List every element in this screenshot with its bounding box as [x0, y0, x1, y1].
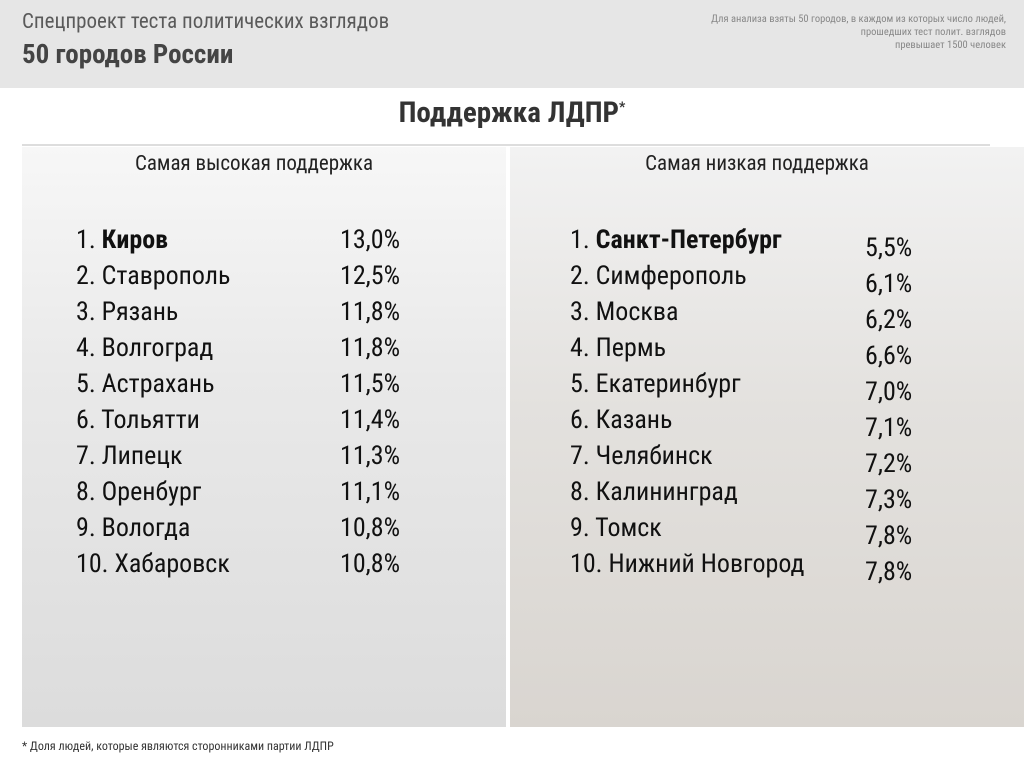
- rank: 10.: [76, 549, 109, 579]
- row-label: 7. Липецк: [76, 441, 182, 471]
- row-label: 2. Ставрополь: [76, 261, 230, 291]
- row-value: 11,5%: [340, 369, 401, 399]
- city: Волгоград: [101, 333, 214, 363]
- rank: 8.: [570, 477, 590, 507]
- city: Тольятти: [101, 405, 200, 435]
- header-subtitle: 50 городов России: [22, 38, 234, 70]
- rank: 4.: [570, 333, 590, 363]
- row-value: 7,8%: [865, 557, 913, 587]
- row-value: 5,5%: [865, 233, 913, 263]
- rank: 5.: [570, 369, 590, 399]
- city: Москва: [595, 297, 679, 327]
- rank: 8.: [76, 477, 96, 507]
- city: Хабаровск: [114, 549, 230, 579]
- row-value: 6,6%: [865, 341, 913, 371]
- rank: 4.: [76, 333, 96, 363]
- row-label: 2. Симферополь: [570, 261, 747, 291]
- column-heading: Самая низкая поддержка: [645, 152, 869, 176]
- column-heading: Самая высокая поддержка: [134, 152, 374, 176]
- row-value: 7,8%: [865, 521, 913, 551]
- city: Астрахань: [101, 369, 215, 399]
- row-value: 6,2%: [865, 305, 913, 335]
- rank: 7.: [570, 441, 590, 471]
- city: Казань: [595, 405, 673, 435]
- row-value: 7,3%: [865, 485, 913, 515]
- rank: 2.: [76, 261, 96, 291]
- row-label: 1. Киров: [76, 225, 168, 255]
- rank: 9.: [76, 513, 96, 543]
- city: Екатеринбург: [595, 369, 741, 399]
- row-value: 11,8%: [340, 333, 401, 363]
- panel-left: [22, 147, 506, 727]
- divider: [22, 144, 990, 146]
- city: Киров: [101, 225, 169, 255]
- row-label: 8. Калининград: [570, 477, 738, 507]
- city: Челябинск: [595, 441, 713, 471]
- city: Рязань: [101, 297, 179, 327]
- rank: 9.: [570, 513, 590, 543]
- row-label: 10. Хабаровск: [76, 549, 230, 579]
- row-value: 12,5%: [340, 261, 401, 291]
- row-label: 1. Санкт-Петербург: [570, 225, 782, 255]
- header-title: Спецпроект теста политических взглядов: [22, 10, 390, 34]
- city: Оренбург: [101, 477, 202, 507]
- row-value: 10,8%: [340, 549, 401, 579]
- rank: 2.: [570, 261, 590, 291]
- row-label: 4. Волгоград: [76, 333, 213, 363]
- row-label: 5. Екатеринбург: [570, 369, 741, 399]
- main-title: Поддержка ЛДПР*: [0, 96, 1024, 130]
- row-value: 11,1%: [340, 477, 401, 507]
- row-value: 7,1%: [865, 413, 913, 443]
- city: Симферополь: [595, 261, 747, 291]
- row-label: 3. Москва: [570, 297, 678, 327]
- rank: 1.: [570, 225, 590, 255]
- city: Вологда: [101, 513, 191, 543]
- city: Томск: [595, 513, 662, 543]
- header-band: [0, 0, 1024, 88]
- city: Пермь: [595, 333, 667, 363]
- row-label: 4. Пермь: [570, 333, 666, 363]
- header-note: Для анализа взяты 50 городов, в каждом и…: [711, 12, 1006, 51]
- note-line: превышает 1500 человек: [894, 38, 1006, 51]
- row-label: 6. Тольятти: [76, 405, 200, 435]
- footnote: * Доля людей, которые являются сторонник…: [22, 739, 334, 753]
- row-label: 8. Оренбург: [76, 477, 201, 507]
- panel-right: [510, 147, 1024, 727]
- row-label: 9. Вологда: [76, 513, 190, 543]
- city: Санкт-Петербург: [595, 225, 782, 255]
- city: Нижний Новгород: [608, 549, 805, 579]
- main-title-text: Поддержка ЛДПР: [398, 96, 620, 130]
- row-value: 11,4%: [340, 405, 401, 435]
- row-value: 11,8%: [340, 297, 401, 327]
- row-value: 10,8%: [340, 513, 401, 543]
- row-value: 7,2%: [865, 449, 913, 479]
- row-label: 6. Казань: [570, 405, 672, 435]
- row-value: 6,1%: [865, 269, 913, 299]
- row-value: 11,3%: [340, 441, 401, 471]
- rank: 5.: [76, 369, 96, 399]
- row-value: 13,0%: [340, 225, 401, 255]
- city: Липецк: [101, 441, 183, 471]
- note-line: прошедших тест полит. взглядов: [860, 25, 1006, 38]
- row-label: 3. Рязань: [76, 297, 178, 327]
- rank: 3.: [76, 297, 96, 327]
- city: Ставрополь: [101, 261, 231, 291]
- row-label: 10. Нижний Новгород: [570, 549, 804, 579]
- row-label: 5. Астрахань: [76, 369, 215, 399]
- note-line: Для анализа взяты 50 городов, в каждом и…: [711, 12, 1006, 25]
- main-title-mark: *: [619, 99, 626, 116]
- row-label: 9. Томск: [570, 513, 662, 543]
- rank: 6.: [570, 405, 590, 435]
- row-label: 7. Челябинск: [570, 441, 713, 471]
- rank: 6.: [76, 405, 96, 435]
- rank: 1.: [76, 225, 96, 255]
- row-value: 7,0%: [865, 377, 913, 407]
- rank: 3.: [570, 297, 590, 327]
- rank: 7.: [76, 441, 96, 471]
- city: Калининград: [595, 477, 738, 507]
- rank: 10.: [570, 549, 603, 579]
